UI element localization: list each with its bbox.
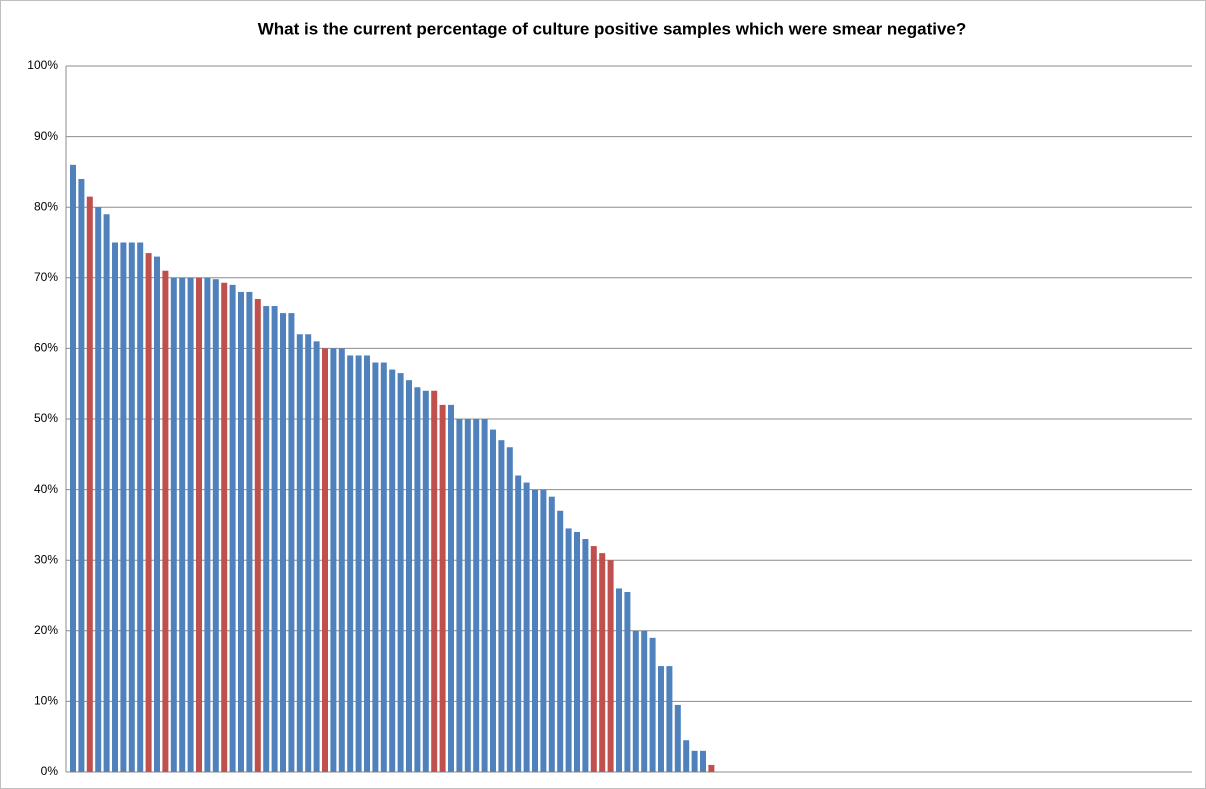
bar (145, 253, 152, 773)
bar (540, 489, 547, 772)
bar (498, 440, 505, 772)
bar (296, 334, 303, 772)
bar (364, 355, 370, 772)
y-tick-label: 40% (34, 482, 58, 496)
bar (599, 553, 606, 772)
bar (246, 291, 253, 772)
bar (347, 355, 354, 772)
bar (204, 277, 211, 772)
bar (271, 306, 278, 772)
bar (523, 482, 530, 772)
bar (103, 214, 110, 772)
bar (162, 270, 169, 772)
bar (112, 242, 118, 772)
y-tick-label: 10% (34, 694, 58, 708)
bar (70, 164, 76, 773)
bar (212, 279, 219, 772)
bar (448, 404, 454, 772)
bar (422, 390, 429, 772)
bar (473, 419, 480, 772)
bar (372, 362, 379, 772)
chart-title: What is the current percentage of cultur… (258, 19, 967, 38)
y-tick-label: 80% (34, 199, 58, 213)
bar (305, 334, 312, 772)
bar (330, 348, 337, 772)
bar (128, 242, 135, 772)
bar (338, 348, 345, 772)
y-tick-label: 100% (27, 58, 58, 72)
bar (120, 242, 127, 772)
bar (649, 637, 656, 772)
bar (666, 666, 673, 772)
bar (406, 380, 412, 772)
y-tick-label: 60% (34, 341, 58, 355)
y-tick-label: 70% (34, 270, 58, 284)
bar (78, 178, 85, 772)
bar (674, 704, 681, 772)
bar (691, 750, 698, 772)
bar (439, 404, 446, 772)
bar (708, 764, 715, 772)
bar (263, 306, 270, 772)
bar (322, 348, 328, 772)
bar (397, 373, 404, 772)
bar (254, 298, 261, 772)
bar (590, 546, 597, 772)
bar (313, 341, 320, 772)
bar (515, 475, 522, 772)
y-tick-label: 0% (41, 764, 59, 778)
bar (607, 560, 614, 772)
bar (154, 256, 160, 772)
y-tick-label: 30% (34, 552, 58, 566)
bar (179, 277, 186, 772)
bar (490, 429, 496, 772)
bar (700, 750, 706, 772)
bar (548, 496, 555, 772)
bar (532, 489, 538, 772)
bar (95, 207, 102, 772)
y-tick-label: 90% (34, 129, 58, 143)
bar (355, 355, 362, 772)
bar (86, 196, 93, 773)
bar (632, 630, 639, 772)
bar (683, 740, 690, 772)
bar (574, 531, 580, 772)
bar (414, 387, 421, 772)
bar (641, 630, 648, 772)
bar (380, 362, 387, 772)
bar (196, 277, 202, 772)
bar (464, 419, 471, 772)
bar (481, 419, 488, 772)
bar (582, 539, 589, 772)
bar (624, 591, 631, 772)
bar (557, 510, 564, 772)
bar (221, 282, 228, 772)
bar (238, 291, 244, 772)
bar (288, 313, 295, 772)
bar (389, 369, 396, 772)
bar (170, 277, 177, 772)
bar (187, 277, 194, 772)
bar (137, 242, 144, 772)
y-tick-label: 50% (34, 411, 58, 425)
bar (456, 419, 463, 772)
bar (229, 284, 236, 772)
bar (565, 528, 572, 772)
bar (431, 390, 438, 772)
bar (280, 313, 286, 772)
bar (616, 588, 622, 772)
bar (506, 447, 513, 772)
bar (658, 666, 664, 772)
y-tick-label: 20% (34, 623, 58, 637)
